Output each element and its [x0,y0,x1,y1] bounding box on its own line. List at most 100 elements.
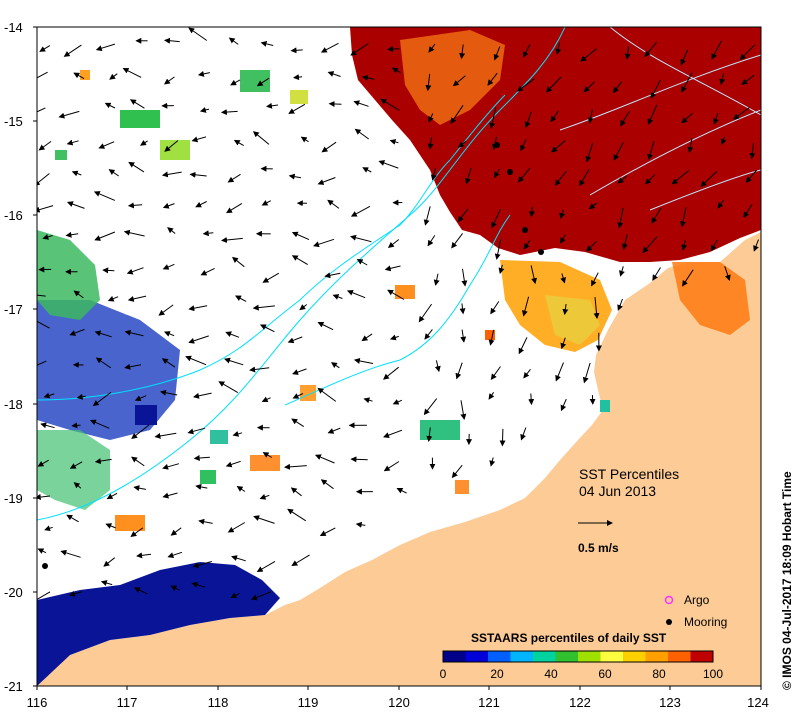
current-vector [517,167,531,183]
current-vector [73,72,85,80]
current-vector [134,587,148,595]
current-vector [452,75,466,87]
colorbar-swatch [690,651,714,662]
current-vector [163,331,175,337]
current-vector [396,488,407,494]
current-vector [108,169,119,177]
current-vector [260,324,275,333]
current-vector [39,45,51,52]
current-vector [69,328,85,336]
current-vector [266,102,279,109]
lon-label: 123 [659,695,681,710]
current-vector [202,230,214,237]
latitude-labels: -14 -15 -16 -17 -18 -19 -20 -21 [4,20,23,694]
current-vector [43,392,55,399]
current-vector [319,527,336,536]
current-vector [95,43,116,52]
current-vector [290,487,302,497]
current-vector [353,100,369,107]
current-vector [732,107,750,120]
current-vector [66,201,85,209]
current-vector [387,239,400,249]
credit-text: © IMOS 04-Jul-2017 18:09 Hobart Time [780,471,794,690]
current-vector [124,329,144,337]
current-vector [134,395,147,401]
current-vector [389,334,399,341]
current-vector [218,381,239,394]
current-vector [428,43,436,53]
current-vector [363,397,373,404]
current-vector [42,233,53,240]
current-vector [613,141,625,161]
current-vector [250,591,272,601]
current-vector [37,360,47,366]
current-vector [450,105,464,124]
current-vector [551,140,566,153]
current-vector [350,205,371,217]
current-vector [582,362,591,384]
current-vector [489,107,497,129]
colorbar-swatch [488,651,511,662]
current-vector [314,454,335,464]
current-vector [124,363,142,370]
current-vector [37,494,50,501]
current-vector [523,239,531,250]
current-vector [328,100,342,107]
current-vector [197,70,211,77]
lat-label: -20 [4,585,23,600]
current-vector [288,103,306,114]
current-vector [530,265,538,285]
current-vector [235,295,247,302]
current-vector [161,358,176,368]
current-vector [459,303,466,315]
current-vector [160,389,178,396]
current-vector [562,303,569,316]
current-vector [580,48,598,62]
current-vector [262,452,273,458]
current-vector [220,109,238,116]
colorbar-swatch [668,651,691,662]
current-vector [167,551,183,559]
current-vector [459,44,466,60]
current-vector [724,266,731,281]
current-vector [617,207,624,229]
current-vector [523,368,531,379]
current-vector [465,167,472,185]
current-vector [60,549,81,558]
current-vector [356,259,368,266]
current-vector [332,294,343,300]
current-vector [93,191,116,201]
current-vector [37,317,50,329]
current-vector [487,72,498,86]
current-vector [642,236,658,254]
current-vector [44,525,53,532]
colorbar-swatch [533,651,556,662]
current-vector [37,459,49,467]
current-vector [490,301,500,315]
colorbar-ticks: 0 20 40 60 80 100 [440,667,724,681]
current-vector [451,464,463,479]
current-vector [122,68,142,78]
current-vector [518,337,528,355]
current-vector [38,140,52,151]
current-vector [89,419,110,429]
legend: Argo Mooring [664,593,727,629]
current-vector [383,461,400,472]
current-vector [717,199,725,209]
colorbar-swatch [578,651,601,662]
current-vector [140,139,148,146]
current-vector [193,455,210,461]
current-vector [164,37,180,44]
current-vector [700,170,718,187]
current-vector [162,492,178,499]
current-vector [384,265,401,272]
current-vector [227,522,246,533]
current-vector [619,266,625,277]
current-vector [380,98,400,111]
current-vector [127,295,147,302]
lat-label: -16 [4,208,23,223]
scale-label: 0.5 m/s [578,541,619,555]
current-vector [550,110,559,123]
current-vector [350,456,368,463]
current-vector [457,140,467,148]
